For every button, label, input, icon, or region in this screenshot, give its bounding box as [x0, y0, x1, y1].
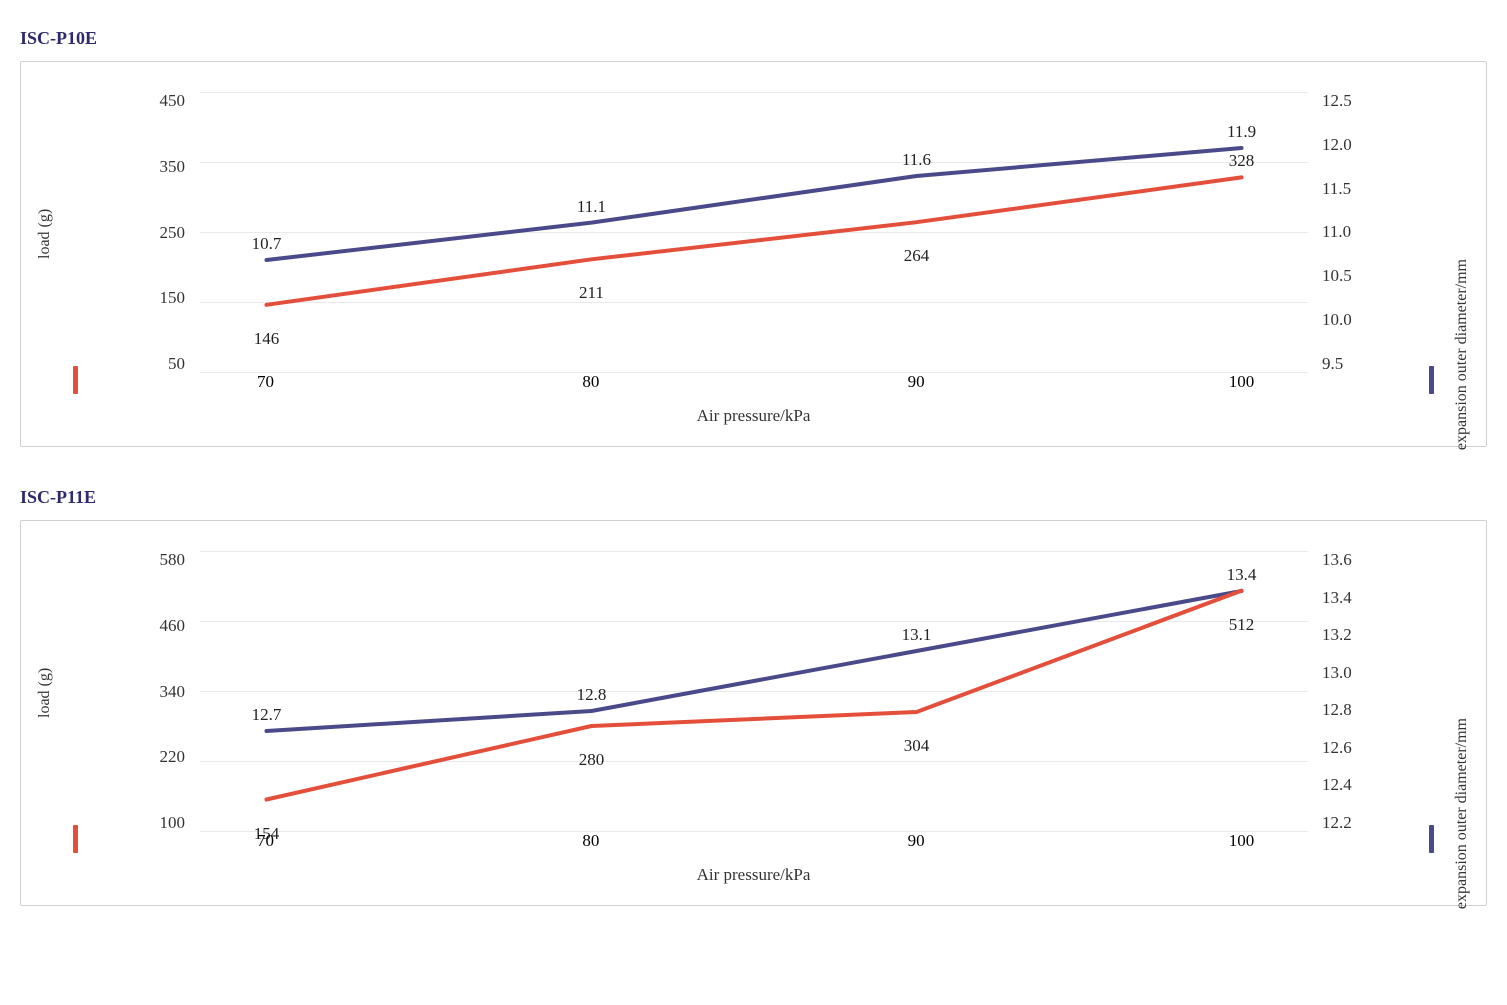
data-label: 13.1 — [902, 625, 932, 645]
chart-svg — [200, 92, 1308, 372]
x-tick: 80 — [582, 831, 599, 851]
legend-bar-diameter — [1429, 825, 1434, 853]
x-tick: 70 — [257, 831, 274, 851]
plot-area: 10.7 11.1 11.6 11.9 146 211 264 328 — [199, 92, 1308, 372]
x-tick: 70 — [257, 372, 274, 392]
y-tick-right: 12.2 — [1322, 814, 1356, 831]
y-tick-right: 13.0 — [1322, 664, 1356, 681]
y-axis-left: 580 460 340 220 100 — [151, 551, 199, 831]
y-tick-right: 12.5 — [1322, 92, 1356, 109]
y-tick-right: 13.4 — [1322, 589, 1356, 606]
y-tick-left: 150 — [151, 289, 185, 306]
y-tick-right: 11.5 — [1322, 180, 1356, 197]
data-label: 11.9 — [1227, 122, 1256, 142]
legend-bar-load — [73, 366, 78, 394]
plot-area: 12.712.813.113.4154280304512 — [199, 551, 1308, 831]
y-tick-right: 10.0 — [1322, 311, 1356, 328]
data-label: 11.1 — [577, 197, 606, 217]
y-tick-left: 350 — [151, 158, 185, 175]
data-label: 146 — [254, 329, 280, 349]
y-tick-right: 10.5 — [1322, 267, 1356, 284]
y-tick-right: 13.6 — [1322, 551, 1356, 568]
y-tick-right: 9.5 — [1322, 355, 1356, 372]
y-axis-right-label: expansion outer diameter/mm — [1453, 718, 1471, 909]
data-label: 13.4 — [1227, 565, 1257, 585]
y-tick-right: 12.4 — [1322, 776, 1356, 793]
y-tick-left: 580 — [151, 551, 185, 568]
y-tick-right: 12.0 — [1322, 136, 1356, 153]
y-tick-right: 12.8 — [1322, 701, 1356, 718]
y-tick-left: 340 — [151, 683, 185, 700]
y-tick-right: 11.0 — [1322, 223, 1356, 240]
y-axis-left-label: load (g) — [36, 209, 54, 259]
legend-bar-load — [73, 825, 78, 853]
data-label: 211 — [579, 283, 604, 303]
x-tick: 100 — [1229, 372, 1255, 392]
x-axis-label: Air pressure/kPa — [151, 865, 1356, 885]
data-label: 11.6 — [902, 150, 931, 170]
x-tick: 90 — [908, 831, 925, 851]
legend-bar-diameter — [1429, 366, 1434, 394]
data-label: 12.7 — [252, 705, 282, 725]
chart-title: ISC-P11E — [20, 487, 1487, 508]
data-label: 304 — [904, 736, 930, 756]
y-tick-left: 100 — [151, 814, 185, 831]
data-label: 280 — [579, 750, 605, 770]
chart-frame: load (g) expansion outer diameter/mm 580 46… — [20, 520, 1487, 906]
y-tick-left: 460 — [151, 617, 185, 634]
data-label: 12.8 — [577, 685, 607, 705]
y-axis-right: 13.6 13.4 13.2 13.0 12.8 12.6 12.4 12.2 — [1308, 551, 1356, 831]
y-axis-right: 12.5 12.0 11.5 11.0 10.5 10.0 9.5 — [1308, 92, 1356, 372]
x-axis-label: Air pressure/kPa — [151, 406, 1356, 426]
data-label: 264 — [904, 246, 930, 266]
series-line — [266, 148, 1241, 260]
y-tick-left: 450 — [151, 92, 185, 109]
y-tick-left: 250 — [151, 224, 185, 241]
y-tick-right: 13.2 — [1322, 626, 1356, 643]
y-axis-right-label: expansion outer diameter/mm — [1453, 259, 1471, 450]
y-tick-right: 12.6 — [1322, 739, 1356, 756]
series-line — [266, 591, 1241, 731]
chart-frame: load (g) expansion outer diameter/mm 450 35… — [20, 61, 1487, 447]
data-label: 328 — [1229, 151, 1255, 171]
data-label: 512 — [1229, 615, 1255, 635]
y-axis-left: 450 350 250 150 50 — [151, 92, 199, 372]
chart-title: ISC-P10E — [20, 28, 1487, 49]
series-line — [266, 177, 1241, 304]
y-tick-left: 220 — [151, 748, 185, 765]
data-label: 10.7 — [252, 234, 282, 254]
x-tick: 100 — [1229, 831, 1255, 851]
y-tick-left: 50 — [151, 355, 185, 372]
series-line — [266, 591, 1241, 800]
y-axis-left-label: load (g) — [36, 668, 54, 718]
x-tick: 90 — [908, 372, 925, 392]
x-tick: 80 — [582, 372, 599, 392]
chart-svg — [200, 551, 1308, 831]
